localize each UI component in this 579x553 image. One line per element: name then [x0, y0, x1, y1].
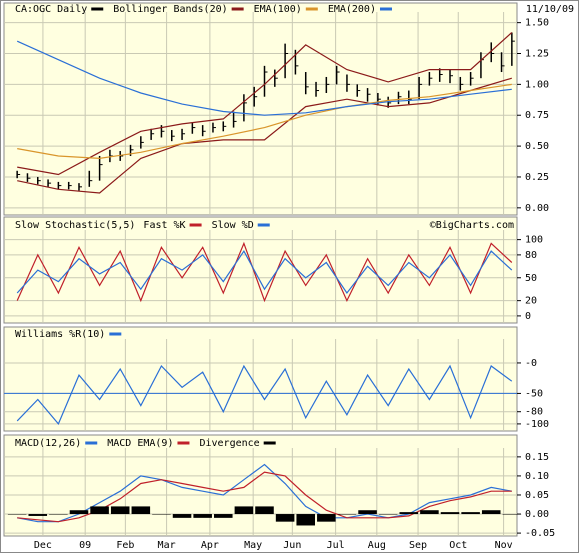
x-tick-label: Apr [201, 540, 219, 551]
legend-text: Fast %K [143, 220, 185, 231]
y-tick-label: 0.00 [525, 203, 549, 214]
divergence-bar [255, 506, 274, 515]
legend-text: MACD EMA(9) [107, 438, 173, 449]
x-tick-label: Feb [116, 540, 134, 551]
y-tick-label: 20 [525, 296, 537, 307]
divergence-bar [90, 506, 109, 515]
divergence-bar [296, 514, 315, 526]
divergence-bar [7, 514, 27, 515]
divergence-bar [214, 514, 233, 518]
divergence-bar [317, 514, 336, 522]
series-line [17, 83, 512, 160]
divergence-bar [461, 512, 480, 515]
date: 11/10/09 [526, 4, 574, 15]
divergence-bar [152, 514, 171, 515]
legend-swatch [189, 223, 202, 227]
divergence-bar [234, 506, 254, 515]
x-tick-label: 09 [79, 540, 91, 551]
divergence-bar [28, 514, 48, 516]
divergence-bar [420, 510, 439, 515]
divergence-bar [337, 514, 357, 515]
divergence-bar [399, 512, 419, 515]
x-tick-label: Nov [495, 540, 513, 551]
series-line [17, 32, 513, 176]
divergence-bar [131, 506, 151, 515]
panel [3, 2, 518, 216]
series-line [16, 249, 513, 295]
legend-swatch [305, 7, 318, 11]
x-tick-label: Dec [34, 540, 52, 551]
y-tick-label: 1.00 [525, 79, 549, 90]
y-tick-label: 0.05 [525, 490, 549, 501]
series-line [16, 364, 513, 426]
y-tick-label: 0.10 [525, 471, 549, 482]
y-tick-label: 0.25 [525, 172, 549, 183]
series-line [17, 77, 512, 194]
y-tick-label: 0.50 [525, 141, 549, 152]
panel [3, 216, 518, 324]
x-tick-label: Sep [409, 540, 427, 551]
x-tick-label: May [244, 540, 262, 551]
divergence-bar [193, 514, 212, 518]
credit: ©BigCharts.com [430, 220, 514, 231]
legend-swatch [177, 441, 190, 445]
divergence-bar [69, 510, 89, 515]
series-line [16, 241, 513, 303]
legend-text: Williams %R(10) [15, 329, 105, 340]
legend-swatch [85, 441, 98, 445]
legend-text: MACD(12,26) [15, 438, 81, 449]
legend-swatch [263, 441, 276, 445]
y-tick-label: 1.25 [525, 49, 549, 60]
divergence-bar [358, 510, 377, 515]
divergence-bar [378, 514, 398, 515]
y-tick-label: 0.00 [525, 509, 549, 520]
divergence-bar [49, 514, 68, 515]
legend-swatch [379, 7, 392, 11]
divergence-bar [440, 512, 460, 515]
y-tick-label: -100 [525, 419, 549, 430]
x-tick-label: Oct [449, 540, 467, 551]
series-line [17, 463, 512, 523]
panel [3, 326, 518, 432]
divergence-bar [110, 506, 130, 515]
y-tick-label: -50 [525, 388, 543, 399]
y-tick-label: 1.50 [525, 18, 549, 29]
y-tick-label: -0.05 [525, 528, 555, 539]
series-line [16, 40, 512, 116]
legend-text: EMA(100) [254, 4, 302, 15]
x-tick-label: Mar [158, 540, 176, 551]
divergence-bar [275, 514, 295, 522]
y-tick-label: -0 [525, 358, 537, 369]
y-tick-label: 100 [525, 235, 543, 246]
legend-text: EMA(200) [328, 4, 376, 15]
y-tick-label: 0 [525, 311, 531, 322]
legend-text: Slow %D [212, 220, 254, 231]
y-tick-label: 0.75 [525, 110, 549, 121]
legend-text: Slow Stochastic(5,5) [15, 220, 135, 231]
divergence-bar [502, 514, 522, 515]
legend-swatch [257, 223, 270, 227]
x-tick-label: Aug [368, 540, 386, 551]
legend-swatch [231, 7, 244, 11]
y-tick-label: 50 [525, 273, 537, 284]
legend-text: Bollinger Bands(20) [113, 4, 227, 15]
y-tick-label: 0.15 [525, 452, 549, 463]
y-tick-label: -80 [525, 407, 543, 418]
legend-text: CA:OGC Daily [15, 4, 87, 15]
legend-swatch [109, 332, 122, 336]
y-tick-label: 80 [525, 250, 537, 261]
panel [3, 434, 518, 537]
x-tick-label: Jul [327, 540, 345, 551]
divergence-bar [481, 510, 501, 515]
x-tick-label: Jun [283, 540, 301, 551]
legend-text: Divergence [199, 438, 259, 449]
divergence-bar [172, 514, 192, 518]
legend-swatch [91, 7, 104, 11]
